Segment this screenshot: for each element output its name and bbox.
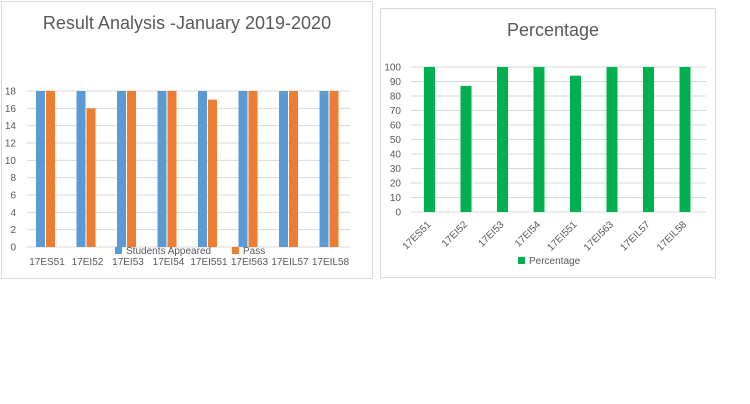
bar-percentage: [460, 85, 472, 212]
bar-percentage: [424, 67, 435, 212]
y-tick-label: 30: [390, 164, 402, 175]
x-tick-label: 17ES51: [29, 257, 65, 268]
y-tick-label: 12: [5, 139, 17, 150]
x-tick-label: 17EI53: [112, 257, 144, 268]
x-tick-label: 17EI551: [190, 257, 228, 268]
percentage-chart-svg: Percentage 0 10 20 30 40 50 60 70 80 90 100 17ES51…: [384, 20, 706, 267]
bar-pass: [289, 91, 298, 247]
bar-percentage: [533, 67, 545, 212]
bar-students-appeared: [157, 91, 167, 247]
legend-swatch: [232, 247, 239, 254]
x-tick-label: 17EI563: [231, 257, 269, 268]
bar-pass: [86, 108, 96, 247]
y-tick-label: 6: [10, 191, 16, 202]
y-tick-label: 90: [390, 77, 402, 88]
y-tick-label: 14: [5, 121, 17, 132]
bar-pass: [46, 91, 55, 247]
y-tick-label: 10: [390, 193, 402, 204]
bar-students-appeared: [36, 91, 45, 247]
x-tick-label: 17EIL58: [312, 257, 350, 268]
y-tick-label: 40: [390, 150, 402, 161]
percentage-chart: Percentage 0 10 20 30 40 50 60 70 80 90 100 17ES51…: [380, 8, 716, 278]
x-tick-label: 17EI54: [153, 257, 185, 268]
x-tick-label: 17ES51: [401, 219, 434, 252]
legend-swatch: [115, 247, 122, 254]
result-analysis-chart: Result Analysis -January 2019-2020 0 2 4 6 8…: [1, 1, 373, 279]
y-tick-label: 0: [395, 208, 401, 219]
y-tick-label: 50: [390, 135, 402, 146]
chart-title: Result Analysis -January 2019-2020: [43, 13, 331, 33]
bar-pass: [167, 91, 177, 247]
bar-pass: [127, 91, 136, 247]
bar-percentage: [497, 67, 508, 212]
legend-label: Pass: [243, 246, 265, 257]
y-tick-label: 18: [5, 87, 17, 98]
bar-pass: [208, 99, 217, 248]
bar-percentage: [570, 75, 581, 212]
y-tick-label: 2: [10, 225, 16, 236]
bar-students-appeared: [238, 91, 248, 247]
result-analysis-chart-svg: Result Analysis -January 2019-2020 0 2 4 6 8…: [5, 13, 350, 268]
y-tick-label: 16: [5, 104, 17, 115]
bar-percentage: [606, 67, 618, 212]
bar-pass: [248, 91, 258, 247]
bar-students-appeared: [117, 91, 126, 247]
bar-percentage: [679, 67, 691, 212]
x-tick-label: 17EIL57: [271, 257, 309, 268]
x-tick-label: 17EIL57: [618, 219, 652, 253]
bar-pass: [329, 91, 339, 247]
bar-students-appeared: [198, 91, 207, 247]
y-tick-label: 0: [10, 243, 16, 254]
x-tick-label: 17EIL58: [655, 219, 689, 253]
y-tick-label: 60: [390, 121, 402, 132]
x-tick-label: 17EI551: [545, 219, 579, 253]
bar-students-appeared: [279, 91, 288, 247]
legend-label: Students Appeared: [126, 246, 211, 257]
y-tick-label: 80: [390, 92, 402, 103]
x-tick-label: 17EI52: [72, 257, 104, 268]
x-tick-label: 17EI54: [513, 219, 543, 249]
legend-label: Percentage: [529, 256, 581, 267]
bar-students-appeared: [76, 91, 86, 247]
x-tick-label: 17EI52: [440, 219, 470, 249]
y-tick-label: 4: [10, 208, 16, 219]
y-tick-label: 8: [10, 173, 16, 184]
bar-percentage: [643, 67, 654, 212]
legend-swatch: [518, 257, 525, 264]
y-tick-label: 100: [384, 63, 401, 74]
chart-title: Percentage: [507, 20, 599, 40]
y-tick-label: 20: [390, 179, 402, 190]
bar-students-appeared: [319, 91, 329, 247]
y-tick-label: 10: [5, 156, 17, 167]
x-tick-label: 17EI563: [582, 219, 616, 253]
x-tick-label: 17EI53: [476, 219, 506, 249]
y-tick-label: 70: [390, 106, 402, 117]
